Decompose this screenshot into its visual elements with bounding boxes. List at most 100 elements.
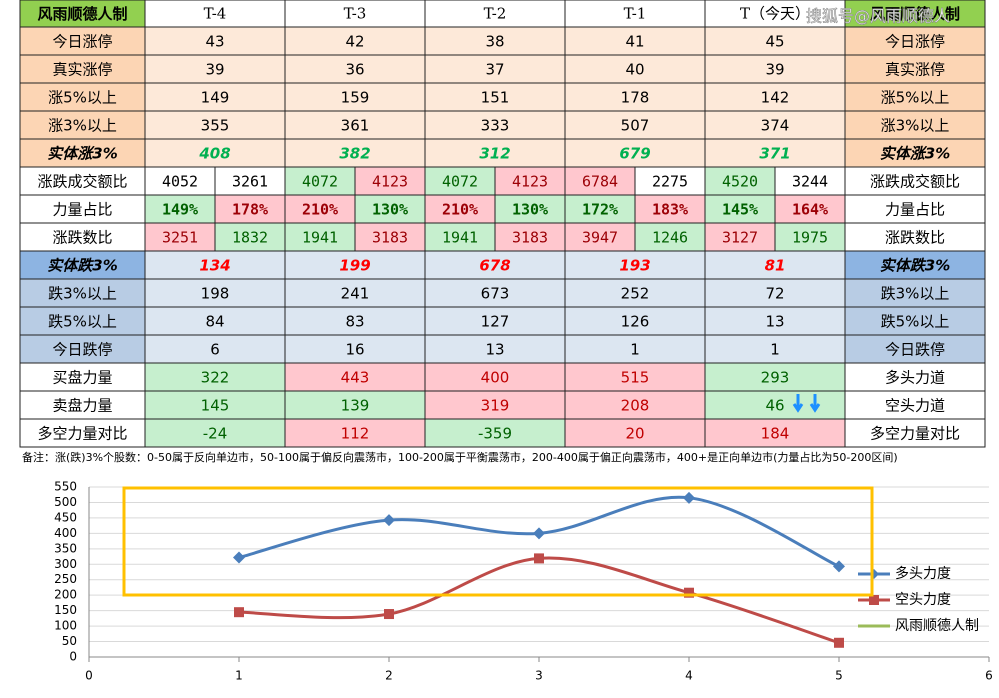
- header-cell-bg: [144, 0, 286, 28]
- pair-cell: 1941: [302, 229, 338, 247]
- pair-cell: 1246: [652, 229, 688, 247]
- value-cell-bg: [284, 82, 426, 112]
- x-tick-label: 6: [985, 669, 993, 683]
- header-cell-bg: [704, 0, 846, 28]
- row-label-right: 今日跌停: [885, 341, 945, 359]
- value-cell: 355: [201, 117, 230, 135]
- value-cell-bg: [144, 418, 286, 448]
- value-cell: 81: [765, 257, 786, 275]
- value-cell-bg: [704, 26, 846, 56]
- value-cell-bg: [144, 250, 286, 280]
- row-label-bg: [19, 362, 146, 392]
- y-tick-label: 300: [54, 557, 77, 571]
- value-cell: 371: [759, 145, 790, 163]
- value-cell: 36: [345, 61, 364, 79]
- marker: [234, 607, 244, 618]
- value-cell: 46: [765, 397, 784, 415]
- value-cell-bg: [424, 306, 566, 336]
- pair-cell: 3947: [582, 229, 618, 247]
- pair-cell-bg: [634, 194, 706, 224]
- value-cell-bg: [704, 306, 846, 336]
- row-label-bg: [19, 166, 146, 196]
- row-label: 今日涨停: [52, 33, 112, 51]
- value-cell: 193: [619, 257, 650, 275]
- value-cell: 13: [765, 313, 784, 331]
- row-label-right-bg: [844, 166, 986, 196]
- pair-cell-bg: [354, 194, 426, 224]
- value-cell: 39: [205, 61, 224, 79]
- row-label-right: 涨跌数比: [885, 229, 945, 247]
- value-cell-bg: [284, 418, 426, 448]
- row-label: 实体跌3%: [47, 257, 117, 275]
- value-cell: 38: [485, 33, 504, 51]
- marker: [834, 637, 844, 648]
- value-cell: 673: [481, 285, 510, 303]
- header-cell: T-2: [484, 5, 507, 23]
- pair-cell-bg: [774, 166, 846, 196]
- value-cell-bg: [284, 110, 426, 140]
- value-cell-bg: [144, 306, 286, 336]
- value-cell-bg: [564, 418, 706, 448]
- legend-label: 空头力度: [895, 592, 951, 608]
- row-label: 涨5%以上: [48, 89, 117, 107]
- pair-cell-bg: [424, 194, 496, 224]
- value-cell-bg: [424, 334, 566, 364]
- pair-cell: 145%: [722, 201, 758, 219]
- value-cell: 39: [765, 61, 784, 79]
- y-tick-label: 450: [54, 510, 77, 524]
- row-label: 跌5%以上: [48, 313, 117, 331]
- value-cell: 134: [199, 257, 230, 275]
- pair-cell: 3127: [722, 229, 758, 247]
- pair-cell-bg: [564, 166, 636, 196]
- pair-cell: 210%: [442, 201, 478, 219]
- pair-cell-bg: [774, 194, 846, 224]
- pair-cell: 3183: [512, 229, 548, 247]
- row-label-right: 今日涨停: [885, 33, 945, 51]
- pair-cell: 4123: [372, 173, 408, 191]
- value-cell: 319: [481, 397, 510, 415]
- row-label-right-bg: [844, 26, 986, 56]
- value-cell-bg: [144, 54, 286, 84]
- pair-cell-bg: [564, 194, 636, 224]
- pair-cell-bg: [284, 194, 356, 224]
- value-cell-bg: [284, 54, 426, 84]
- row-label-right-bg: [844, 194, 986, 224]
- row-label-right-bg: [844, 110, 986, 140]
- header-cell: T-4: [204, 5, 227, 23]
- value-cell: 6: [210, 341, 220, 359]
- pair-cell: 4123: [512, 173, 548, 191]
- legend-label: 风雨顺德人制: [895, 618, 979, 634]
- pair-cell-bg: [704, 194, 776, 224]
- row-label-bg: [19, 334, 146, 364]
- row-label-right: 实体涨3%: [880, 145, 950, 163]
- row-label-right-bg: [844, 250, 986, 280]
- row-label-bg: [19, 250, 146, 280]
- pair-cell: 3183: [372, 229, 408, 247]
- highlight-box: [122, 486, 874, 597]
- value-cell-bg: [144, 82, 286, 112]
- pair-cell-bg: [774, 222, 846, 252]
- y-tick-label: 150: [54, 603, 77, 617]
- y-tick-label: 200: [54, 588, 77, 602]
- header-cell-bg: [19, 0, 146, 28]
- pair-cell-bg: [284, 166, 356, 196]
- header-cell: 风雨顺德人制: [870, 5, 960, 23]
- y-tick-label: 250: [54, 572, 77, 586]
- legend-marker: [869, 595, 879, 605]
- value-cell: 1: [770, 341, 780, 359]
- row-label-right: 跌3%以上: [881, 285, 950, 303]
- value-cell: 20: [625, 425, 644, 443]
- pair-cell: 3251: [162, 229, 198, 247]
- value-cell: 72: [765, 285, 784, 303]
- value-cell: 41: [625, 33, 644, 51]
- header-cell: T-3: [344, 5, 367, 23]
- row-label: 买盘力量: [52, 369, 112, 387]
- row-label: 多空力量对比: [37, 425, 127, 443]
- row-label-bg: [19, 278, 146, 308]
- value-cell: 374: [761, 117, 790, 135]
- value-cell: 126: [621, 313, 650, 331]
- marker: [833, 560, 845, 573]
- row-label-right: 力量占比: [885, 201, 945, 219]
- value-cell: 507: [621, 117, 650, 135]
- y-tick-label: 400: [54, 526, 77, 540]
